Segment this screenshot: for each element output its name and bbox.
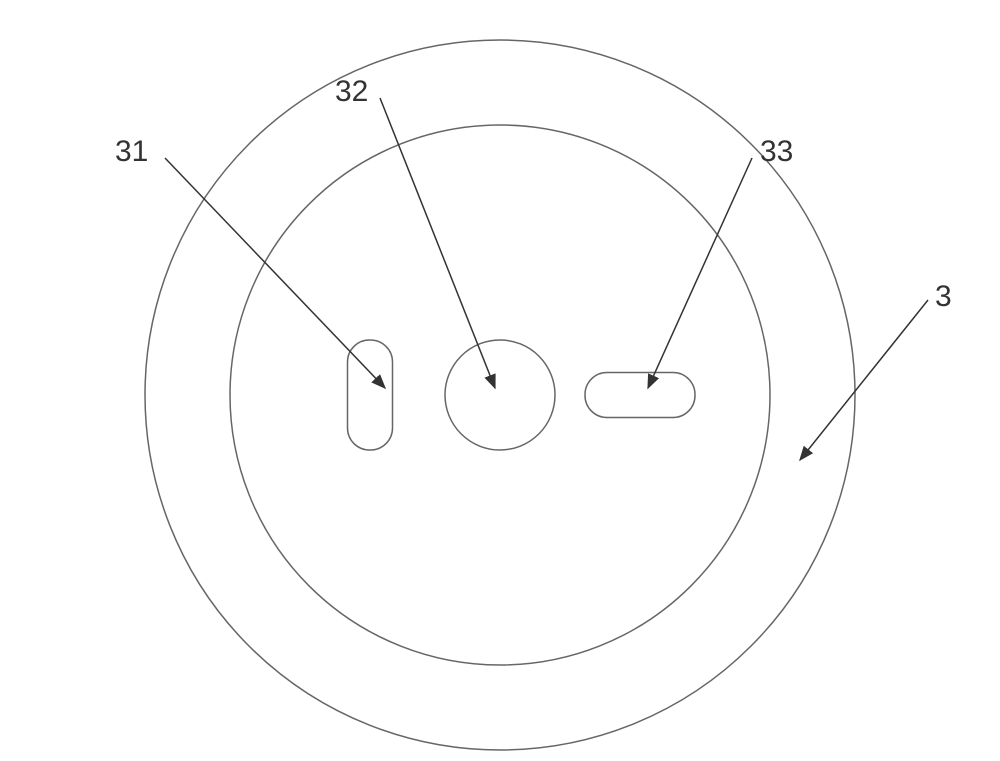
label-32: 32 (335, 75, 368, 109)
leader-31 (165, 158, 385, 388)
label-33: 33 (760, 135, 793, 169)
leader-33 (648, 158, 752, 388)
outer-circle (145, 40, 855, 750)
technical-diagram (0, 0, 1000, 761)
leader-32 (380, 98, 495, 388)
label-3: 3 (935, 280, 952, 314)
center-hole (445, 340, 555, 450)
horizontal-slot (585, 373, 695, 418)
label-31: 31 (115, 135, 148, 169)
leader-3 (800, 300, 928, 460)
inner-circle (230, 125, 770, 665)
